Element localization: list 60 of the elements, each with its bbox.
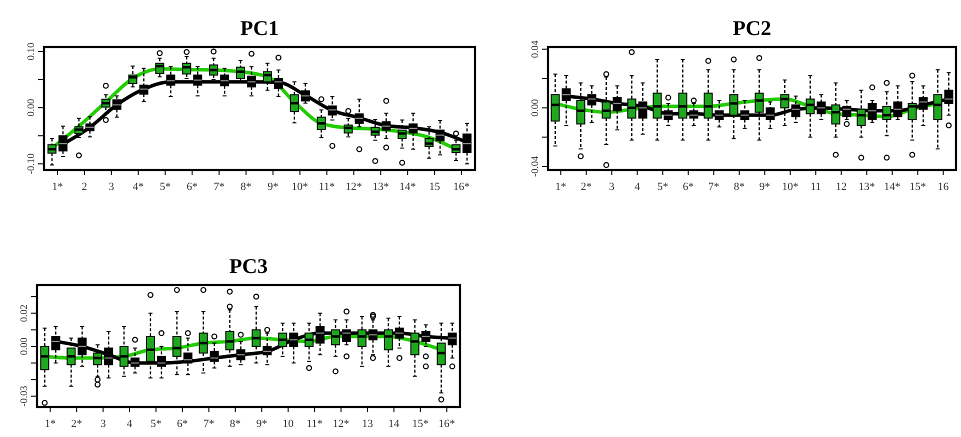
x-tick-label: 6*: [176, 418, 188, 430]
x-tick-label: 15*: [412, 418, 429, 430]
x-tick-label: 7*: [214, 181, 225, 193]
x-tick-label: 11*: [306, 418, 323, 430]
x-tick-label: 16: [938, 181, 950, 193]
x-tick-label: 5*: [657, 181, 668, 193]
x-tick-label: 9*: [256, 418, 268, 430]
x-tick-label: 16*: [453, 181, 470, 193]
x-tick-label: 9*: [267, 181, 278, 193]
x-tick-label: 13: [362, 418, 374, 430]
x-tick-label: 4: [634, 181, 640, 193]
x-tick-label: 10*: [782, 181, 798, 193]
x-tick-label: 12*: [346, 181, 362, 193]
y-tick-label: -0.10: [26, 153, 37, 174]
chart-title: PC3: [229, 254, 268, 278]
x-tick-label: 2*: [580, 181, 592, 193]
x-tick-label: 11*: [318, 181, 335, 193]
x-tick-label: 15: [429, 181, 441, 193]
y-tick-label: 0.00: [530, 99, 541, 117]
x-tick-label: 6*: [682, 181, 694, 193]
x-tick-label: 3: [100, 418, 106, 430]
x-tick-label: 10: [282, 418, 294, 430]
x-tick-label: 13*: [372, 181, 389, 193]
x-tick-label: 4: [126, 418, 133, 430]
y-tick-label: 0.04: [530, 40, 541, 58]
x-tick-label: 8*: [734, 181, 745, 193]
chart-title: PC2: [732, 16, 772, 40]
x-tick-label: 12: [836, 181, 847, 193]
x-tick-label: 1*: [44, 418, 56, 430]
x-tick-label: 12*: [332, 418, 350, 430]
y-tick-label: -0.04: [530, 156, 541, 177]
chart-title: PC1: [240, 16, 279, 40]
x-tick-label: 1*: [52, 181, 63, 193]
x-tick-label: 1*: [555, 181, 566, 193]
x-tick-label: 4*: [132, 181, 144, 193]
x-tick-label: 5*: [160, 181, 171, 193]
y-tick-label: 0.02: [19, 304, 30, 322]
x-tick-label: 3: [108, 181, 115, 193]
x-tick-label: 2: [82, 181, 88, 193]
x-tick-label: 7*: [708, 181, 720, 193]
x-tick-label: 13*: [858, 181, 875, 193]
x-tick-label: 11: [810, 181, 822, 193]
x-tick-label: 14*: [399, 181, 416, 193]
y-tick-label: -0.03: [19, 386, 30, 407]
x-tick-label: 7*: [203, 418, 214, 430]
x-tick-label: 14: [388, 418, 400, 430]
x-tick-label: 15*: [910, 181, 926, 193]
x-tick-label: 8*: [230, 418, 241, 430]
x-tick-label: 9*: [759, 181, 770, 193]
y-tick-label: 0.00: [26, 98, 37, 116]
x-tick-label: 16*: [438, 418, 456, 430]
x-tick-label: 2*: [71, 418, 82, 430]
x-tick-label: 6*: [186, 181, 198, 193]
x-tick-label: 10*: [292, 181, 308, 193]
x-tick-label: 14*: [884, 181, 900, 193]
x-tick-label: 5*: [150, 418, 162, 430]
x-tick-label: 8*: [240, 181, 252, 193]
y-tick-label: 0.00: [19, 338, 30, 356]
x-tick-label: 3: [609, 181, 615, 193]
y-tick-label: 0.10: [26, 42, 37, 60]
